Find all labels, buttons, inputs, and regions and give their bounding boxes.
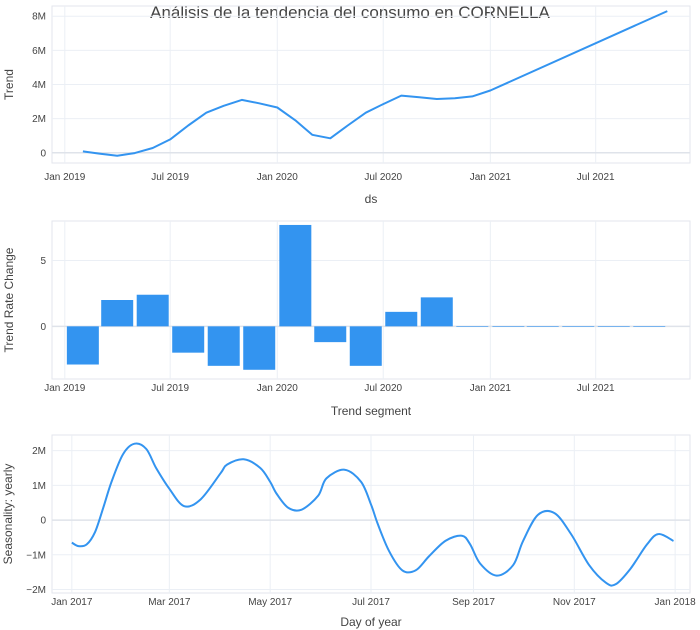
x-tick-label: Jul 2020 (364, 383, 402, 394)
x-tick-label: Jul 2017 (352, 597, 390, 608)
seasonality-yearly-panel: Jan 2017 Mar 2017 May 2017 Jul 2017 Sep 2017… (1, 434, 697, 629)
bar (136, 294, 169, 327)
bar (243, 326, 276, 370)
bar (492, 326, 525, 327)
y-tick-label: 1M (32, 481, 46, 492)
x-tick-label: Mar 2017 (148, 597, 191, 608)
x-tick-label: Jan 2018 (655, 597, 697, 608)
y-tick-label: 5 (40, 256, 46, 267)
y-tick-label: 0 (40, 322, 46, 333)
chart-title: Análisis de la tendencia del consumo en … (150, 3, 550, 22)
y-tick-label: 4M (32, 80, 46, 91)
y-tick-label: 6M (32, 46, 46, 57)
bar (101, 300, 134, 327)
x-axis-title: Day of year (340, 615, 401, 629)
series-line (82, 10, 668, 157)
bar (633, 326, 666, 327)
bar (349, 326, 382, 366)
x-tick-label: Jan 2020 (257, 172, 299, 183)
bar (66, 326, 99, 365)
y-tick-label: 0 (40, 148, 46, 159)
y-tick-label: 8M (32, 12, 46, 23)
bar (314, 326, 347, 343)
x-tick-label: Nov 2017 (553, 597, 596, 608)
x-tick-label: Jan 2019 (44, 172, 86, 183)
bar (597, 326, 630, 327)
y-tick-label: 2M (32, 446, 46, 457)
bar (385, 311, 418, 327)
x-tick-label: Jul 2021 (577, 172, 615, 183)
y-axis-title: Seasonality: yearly (1, 464, 15, 565)
x-tick-label: Jan 2021 (470, 172, 512, 183)
x-tick-label: Jul 2019 (151, 383, 189, 394)
x-tick-label: Jan 2017 (51, 597, 93, 608)
y-axis-title: Trend (2, 69, 16, 100)
bar (172, 326, 205, 353)
bar (456, 326, 489, 327)
x-tick-label: Jan 2020 (257, 383, 299, 394)
x-tick-label: Sep 2017 (452, 597, 495, 608)
bar (526, 326, 559, 327)
x-tick-label: May 2017 (248, 597, 292, 608)
x-tick-label: Jul 2021 (577, 383, 615, 394)
x-tick-label: Jan 2019 (44, 383, 86, 394)
x-axis-title: ds (365, 192, 378, 206)
bar (279, 224, 312, 327)
x-tick-label: Jul 2019 (151, 172, 189, 183)
plot-frame (51, 220, 691, 380)
y-tick-label: −1M (26, 550, 46, 561)
bar (207, 326, 240, 366)
trend-panel: Jan 2019 Jul 2019 Jan 2020 Jul 2020 Jan 2021… (2, 5, 691, 206)
bar (420, 297, 453, 327)
y-tick-label: 0 (40, 516, 46, 527)
trend-rate-change-panel: Jan 2019 Jul 2019 Jan 2020 Jul 2020 Jan 2021… (2, 220, 691, 418)
x-tick-label: Jul 2020 (364, 172, 402, 183)
x-tick-label: Jan 2021 (470, 383, 512, 394)
y-tick-label: 2M (32, 114, 46, 125)
y-tick-label: −2M (26, 585, 46, 596)
series-line (71, 442, 674, 587)
x-axis-title: Trend segment (331, 404, 412, 418)
bar (562, 326, 595, 327)
y-axis-title: Trend Rate Change (2, 247, 16, 352)
